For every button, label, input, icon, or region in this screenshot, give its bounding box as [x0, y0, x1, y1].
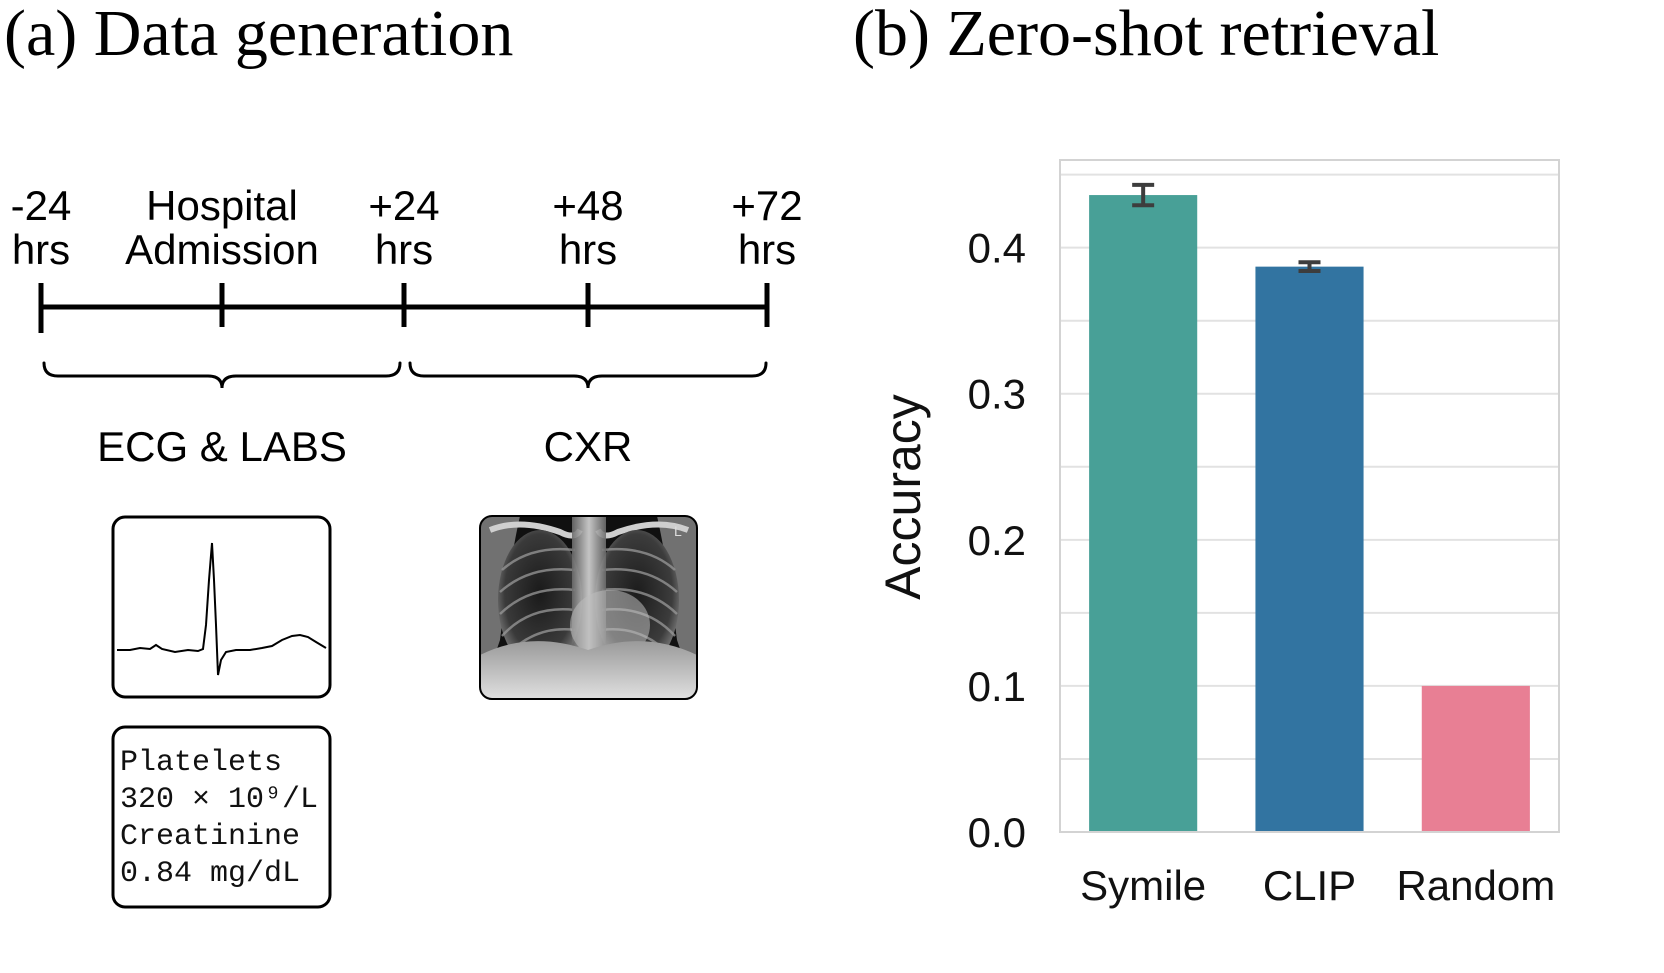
y-tick-label: 0.0 [968, 809, 1026, 856]
panel-a: (a) Data generation -24 hrs Hospital Adm… [4, 0, 803, 909]
x-category-label: Random [1396, 862, 1555, 909]
lab-line-platelets-value: 320 × 10⁹/L [120, 783, 318, 817]
xray-frame [479, 515, 698, 700]
xray-side-marker: L [674, 523, 682, 539]
ecg-labs-label: ECG & LABS [97, 423, 347, 470]
timeline-label-bottom: hrs [375, 226, 433, 273]
bar-random [1421, 685, 1530, 832]
timeline-label-bottom: hrs [559, 226, 617, 273]
plot-frame [1059, 159, 1560, 833]
bar-clip [1255, 266, 1364, 833]
y-tick-label: 0.2 [968, 517, 1026, 564]
y-tick-label: 0.4 [968, 225, 1026, 272]
braces [42, 361, 768, 389]
labs-card: Platelets 320 × 10⁹/L Creatinine 0.84 mg… [111, 725, 332, 909]
timeline-label-bottom: hrs [12, 226, 70, 273]
timeline-label-top: +72 [731, 182, 802, 229]
y-tick-label: 0.1 [968, 663, 1026, 710]
y-tick-labels: 0.0 0.1 0.2 0.3 0.4 [968, 225, 1026, 856]
timeline-label-top: -24 [11, 182, 72, 229]
timeline-label-bottom: hrs [738, 226, 796, 273]
x-category-labels: Symile CLIP Random [1080, 862, 1555, 909]
chart-title: (b) Zero-shot retrieval [853, 0, 1439, 70]
ecg-card-frame [111, 515, 332, 699]
y-tick-label: 0.3 [968, 371, 1026, 418]
bars [1089, 195, 1530, 833]
lab-line-platelets: Platelets [120, 746, 282, 780]
lab-line-creatinine-value: 0.84 mg/dL [120, 857, 300, 891]
timeline-label-top: +24 [368, 182, 439, 229]
ecg-waveform-icon [117, 542, 327, 676]
lab-line-creatinine: Creatinine [120, 820, 300, 854]
labs-card-frame [111, 725, 332, 909]
error-bars [1132, 182, 1321, 274]
timeline-label-bottom: Admission [125, 226, 319, 273]
timeline-labels: -24 hrs Hospital Admission +24 hrs +48 h… [11, 182, 803, 273]
timeline-axis [38, 283, 770, 333]
error-bar [1132, 182, 1155, 208]
cxr-brace [408, 361, 768, 389]
bar-symile [1089, 195, 1198, 833]
y-axis-label: Accuracy [875, 394, 931, 600]
ecg-card [111, 515, 332, 699]
chest-xray-image: L [480, 516, 697, 699]
x-category-label: Symile [1080, 862, 1206, 909]
timeline-label-top: Hospital [146, 182, 298, 229]
cxr-label: CXR [544, 423, 633, 470]
timeline-label-top: +48 [552, 182, 623, 229]
x-category-label: CLIP [1263, 862, 1356, 909]
ecg-labs-brace [42, 361, 402, 389]
panel-b: (b) Zero-shot retrieval Accuracy 0.00.10… [853, 0, 1560, 909]
panel-a-title: (a) Data generation [4, 0, 513, 70]
error-bar [1298, 260, 1321, 274]
